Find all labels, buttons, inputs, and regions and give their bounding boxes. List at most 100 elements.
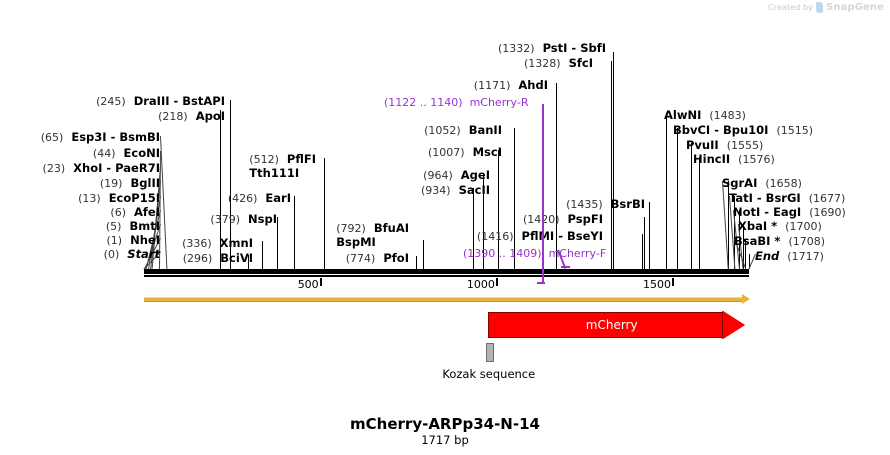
site-enzyme-name: PflMI - BseYI (521, 229, 603, 243)
site-position: (44) (92, 147, 116, 160)
site-tick (483, 173, 485, 269)
feature-label: mCherry (585, 318, 638, 332)
site-enzyme-name: AgeI (460, 168, 490, 182)
site-position: (1690) (809, 206, 846, 219)
site-tick (229, 100, 231, 269)
restriction-site-label: (6) AfeI (110, 205, 160, 220)
site-tick (748, 254, 750, 269)
site-position: (379) (210, 213, 240, 226)
site-enzyme-name-2: BspMI (336, 234, 376, 249)
restriction-site-label: (1328) SfcI (524, 56, 593, 71)
site-position: (1515) (776, 124, 814, 137)
restriction-site-label: (296) BciVI (182, 251, 253, 266)
site-position: (1171) (473, 79, 511, 92)
restriction-site-label: (44) EcoNI (92, 146, 160, 161)
site-position: (1332) (497, 42, 535, 55)
ruler-tick (672, 278, 674, 286)
site-position: (426) (227, 192, 258, 205)
restriction-site-label: (1332) PstI - SbfI (497, 41, 606, 56)
feature-body (488, 312, 724, 338)
site-position: (1708) (788, 235, 826, 248)
site-tick (277, 217, 278, 269)
restriction-site-label: (1420) PspFI (523, 212, 603, 227)
site-enzyme-name: End (755, 249, 780, 263)
primer-range: (1122 .. 1140) (384, 96, 463, 109)
restriction-site-label: (19) BglII (100, 176, 161, 191)
orf-line-arrowhead (741, 294, 750, 304)
site-enzyme-name: MscI (472, 145, 502, 159)
site-tick (556, 83, 558, 269)
restriction-site-label: (964) AgeI (423, 168, 490, 183)
orf-line (143, 297, 743, 302)
site-tick (293, 196, 295, 269)
site-position: (1483) (709, 109, 746, 122)
site-tick (742, 224, 744, 269)
kozak-marker[interactable] (485, 343, 494, 362)
restriction-site-label: HincII (1576) (693, 152, 775, 167)
site-position: (1576) (738, 153, 775, 166)
feature-mcherry[interactable]: mCherry (488, 311, 746, 339)
site-enzyme-name: AlwNI (664, 108, 702, 122)
restriction-site-label: (426) EarI (227, 191, 291, 206)
site-enzyme-name: ApoI (195, 109, 225, 123)
site-enzyme-name: PvuII (686, 138, 719, 152)
site-position: (13) (78, 192, 101, 205)
restriction-site-label: (379) NspI (210, 212, 277, 227)
site-enzyme-name: NotI - EagI (733, 205, 802, 219)
ruler-tick (495, 278, 498, 286)
site-position: (1677) (808, 192, 846, 205)
site-enzyme-name: BbvCI - Bpu10I (673, 123, 769, 137)
site-enzyme-name: SgrAI (722, 176, 758, 190)
site-enzyme-name: AfeI (134, 205, 160, 219)
restriction-site-label: (512) PflFI Tth111I (249, 152, 316, 180)
site-position: (5) (105, 220, 122, 233)
restriction-site-label: (1435) BsrBI (566, 197, 645, 212)
ruler-label: 500 (297, 278, 319, 291)
site-tick (691, 143, 693, 269)
map-title: mCherry-ARPp34-N-14 (350, 415, 540, 433)
site-enzyme-name: PfoI (383, 251, 409, 265)
restriction-site-label: XbaI * (1700) (738, 219, 822, 234)
restriction-site-label: (0) Start (103, 247, 160, 262)
site-enzyme-name: SacII (458, 183, 490, 197)
site-enzyme-name: EcoP15I (108, 191, 160, 205)
site-enzyme-name: BsaBI * (734, 234, 781, 248)
site-enzyme-name: TatI - BsrGI (729, 191, 801, 205)
restriction-site-label: (1416) PflMI - BseYI (477, 229, 603, 244)
primer-name: mCherry-F (548, 247, 607, 260)
site-tick (416, 256, 418, 269)
ruler-tick (319, 278, 322, 286)
site-tick (261, 241, 263, 269)
site-tick (666, 113, 667, 269)
restriction-site-label: (792) BfuAI BspMI (336, 221, 409, 249)
site-tick (247, 255, 249, 269)
site-enzyme-name: SfcI (568, 56, 593, 70)
site-position: (934) (420, 184, 451, 197)
site-position: (218) (158, 110, 188, 123)
site-position: (1328) (524, 57, 561, 70)
site-position: (296) (182, 252, 213, 265)
site-tick (649, 202, 651, 269)
restriction-site-label: (1) NheI (106, 233, 161, 248)
site-enzyme-name: BglII (130, 176, 161, 190)
site-position: (1052) (424, 124, 461, 137)
restriction-site-label: (1052) BanII (424, 123, 502, 138)
site-enzyme-name: BmtI (129, 219, 160, 233)
restriction-site-label: (336) XmnI (182, 236, 253, 251)
site-position: (1700) (785, 220, 822, 233)
site-position: (0) (103, 248, 120, 261)
site-enzyme-name: EarI (265, 191, 291, 205)
site-position: (65) (40, 131, 64, 144)
restriction-site-label: (5) BmtI (105, 219, 160, 234)
site-enzyme-name: BsrBI (610, 197, 645, 211)
site-position: (1) (106, 234, 123, 247)
site-position: (1717) (787, 250, 824, 263)
site-position: (6) (110, 206, 126, 219)
site-position: (1007) (428, 146, 465, 159)
primer-marker-mcherry-r (542, 104, 544, 283)
site-leader-line (160, 135, 168, 270)
site-enzyme-name: PstI - SbfI (542, 41, 606, 55)
site-enzyme-name: BfuAI (373, 221, 409, 235)
feature-arrowhead-icon (723, 311, 746, 339)
site-tick (220, 110, 222, 269)
